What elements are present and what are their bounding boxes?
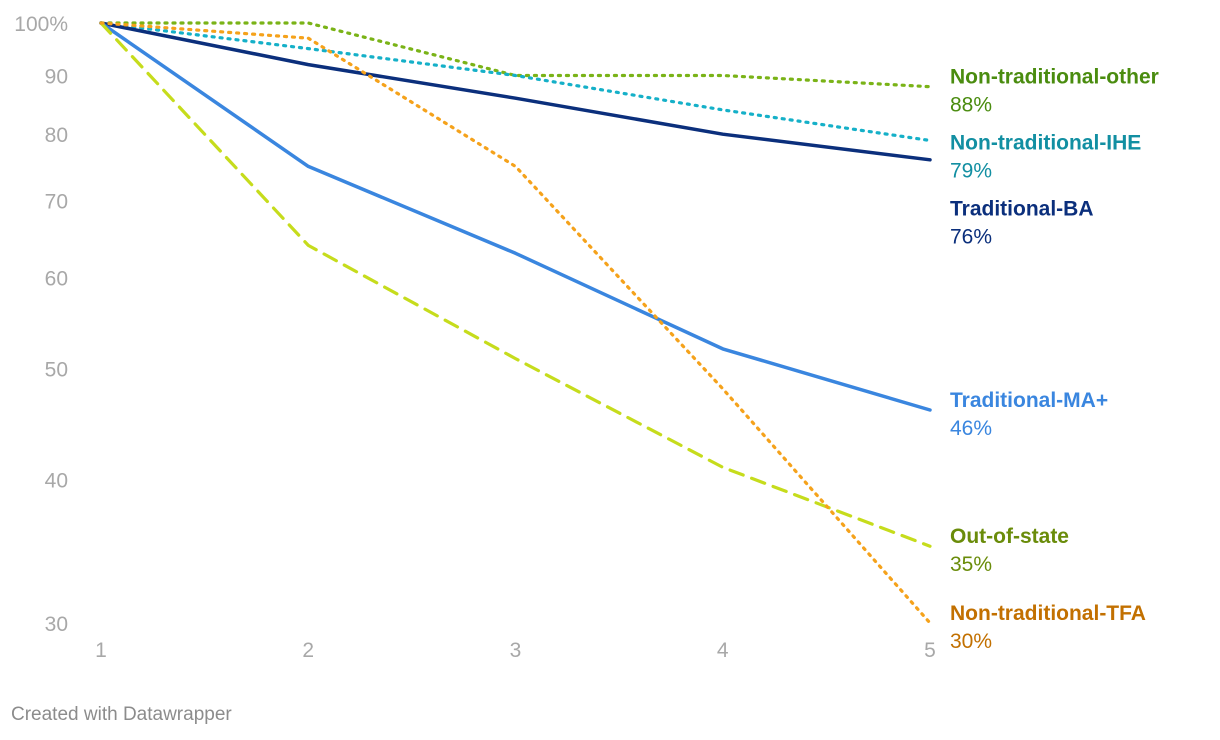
x-axis-ticks: 1 2 3 4 5: [95, 639, 936, 662]
series-label-non-traditional-other: Non-traditional-other: [950, 66, 1159, 89]
y-axis-ticks: 100% 90 80 70 60 50 40 30: [14, 13, 68, 636]
x-tick-label: 3: [510, 639, 522, 662]
datawrapper-credit: Created with Datawrapper: [11, 704, 232, 725]
series-value-out-of-state: 35%: [950, 553, 992, 576]
series-label-traditional-ba: Traditional-BA: [950, 198, 1094, 221]
series-line-traditional-ba: [99, 21, 932, 162]
y-tick-label: 90: [45, 66, 68, 89]
series-line-out-of-state: [99, 21, 932, 548]
y-tick-label: 100%: [14, 13, 68, 36]
series-label-non-traditional-ihe: Non-traditional-IHE: [950, 132, 1141, 155]
series-label-out-of-state: Out-of-state: [950, 525, 1069, 548]
series-value-non-traditional-other: 88%: [950, 94, 992, 117]
y-tick-label: 60: [45, 268, 68, 291]
series-value-traditional-ba: 76%: [950, 226, 992, 249]
series-line-traditional-ma: [99, 21, 932, 412]
x-tick-label: 2: [302, 639, 314, 662]
series-lines: [99, 21, 932, 625]
y-tick-label: 40: [45, 470, 68, 493]
series-line-non-traditional-ihe: [99, 21, 932, 143]
series-line-non-traditional-tfa: [99, 21, 932, 625]
series-end-labels: Non-traditional-other 88% Non-traditional-…: [950, 66, 1159, 653]
series-value-traditional-ma: 46%: [950, 417, 992, 440]
y-tick-label: 30: [45, 613, 68, 636]
x-tick-label: 4: [717, 639, 729, 662]
y-tick-label: 70: [45, 191, 68, 214]
x-tick-label: 1: [95, 639, 107, 662]
series-line-non-traditional-other: [99, 21, 932, 89]
x-tick-label: 5: [924, 639, 936, 662]
series-value-non-traditional-tfa: 30%: [950, 630, 992, 653]
series-label-traditional-ma: Traditional-MA+: [950, 389, 1108, 412]
series-value-non-traditional-ihe: 79%: [950, 160, 992, 183]
y-tick-label: 50: [45, 358, 68, 381]
series-label-non-traditional-tfa: Non-traditional-TFA: [950, 602, 1146, 625]
y-tick-label: 80: [45, 124, 68, 147]
